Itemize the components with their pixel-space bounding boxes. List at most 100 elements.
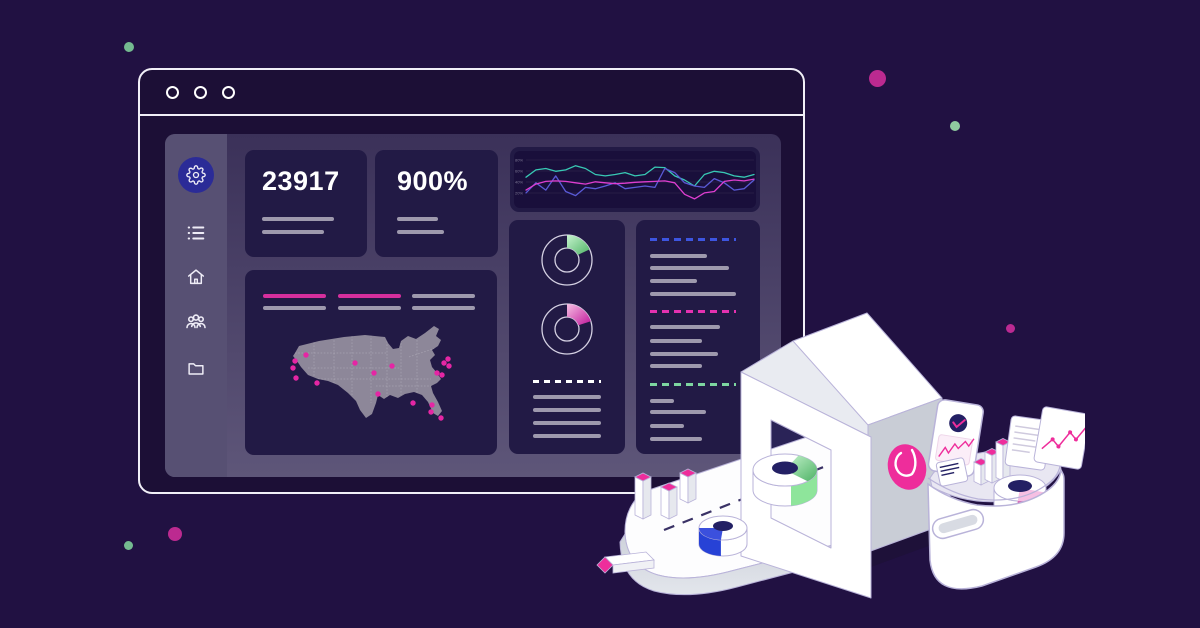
map-location-dot	[293, 375, 299, 381]
us-map	[290, 326, 452, 421]
map-tab[interactable]	[263, 294, 326, 310]
phone-card	[927, 399, 984, 477]
map-location-dot	[434, 370, 440, 376]
stat-card: 900%	[375, 150, 498, 257]
dashed-divider-pink	[650, 310, 736, 313]
donut-chart-top	[541, 234, 593, 286]
sidebar-item-settings[interactable]	[165, 157, 227, 193]
folder-icon	[188, 363, 204, 375]
placeholder-line	[650, 325, 720, 329]
belt-items	[596, 453, 818, 574]
placeholder-line	[650, 424, 684, 428]
list-card	[636, 220, 760, 454]
placeholder-line	[262, 217, 334, 221]
window-control-icon[interactable]	[194, 85, 207, 99]
placeholder-line	[650, 399, 674, 403]
placeholder-line	[650, 254, 707, 258]
svg-text:20%: 20%	[515, 190, 523, 195]
sidebar-item-projects[interactable]	[165, 350, 227, 386]
list-icon	[187, 226, 205, 240]
brand-logo-icon	[887, 444, 927, 490]
trend-chart-card	[1033, 406, 1085, 470]
browser-window: 23917 900% 80% 60% 40% 20%	[138, 68, 805, 494]
decor-dot-green	[950, 121, 960, 131]
placeholder-line	[650, 266, 729, 270]
placeholder-line	[533, 421, 601, 425]
tub-handle	[931, 508, 985, 540]
map-location-dot	[428, 409, 434, 415]
document-card	[935, 457, 969, 487]
placeholder-line	[533, 434, 601, 438]
window-control-icon[interactable]	[166, 85, 179, 99]
dashboard-panel: 23917 900% 80% 60% 40% 20%	[165, 134, 781, 477]
bar-columns-3d	[634, 468, 697, 520]
state-border-lines	[295, 335, 440, 403]
donut-charts	[541, 234, 593, 355]
stat-card: 23917	[245, 150, 367, 257]
browser-titlebar	[140, 70, 803, 116]
map-location-dots	[290, 352, 452, 421]
sidebar	[165, 134, 227, 477]
decor-dot-pink	[1006, 324, 1015, 333]
placeholder-line	[650, 279, 697, 283]
tab-label-line	[412, 294, 475, 298]
teal-series	[525, 165, 755, 187]
placeholder-line	[650, 292, 736, 296]
violet-series	[525, 167, 755, 197]
placeholder-line	[397, 217, 438, 221]
placeholder-line	[533, 395, 601, 399]
isometric-illustration	[596, 312, 1085, 599]
map-location-dot	[371, 370, 377, 376]
svg-text:80%: 80%	[515, 157, 523, 162]
map-tab[interactable]	[412, 294, 475, 310]
us-map-silhouette	[293, 326, 442, 418]
decor-dot-pink	[168, 527, 182, 541]
tab-subline	[412, 306, 475, 310]
line-chart-card: 80% 60% 40% 20%	[510, 147, 760, 212]
tub-front-wall	[927, 467, 1065, 590]
gear-icon	[186, 165, 206, 185]
dashed-divider	[533, 380, 601, 383]
map-location-dot	[314, 380, 320, 386]
chart-container-tub	[927, 399, 1085, 590]
dashed-divider-green	[650, 383, 736, 386]
tab-subline	[338, 306, 401, 310]
placeholder-line	[650, 339, 702, 343]
users-icon	[186, 314, 206, 329]
tab-subline	[263, 306, 326, 310]
map-location-dot	[290, 365, 296, 371]
donut-chart-bottom	[541, 303, 593, 355]
decor-dot-green	[124, 541, 133, 550]
decor-dot-green	[124, 42, 134, 52]
placeholder-line	[650, 410, 706, 414]
tub-rim-line	[927, 465, 1061, 501]
sidebar-item-list[interactable]	[165, 215, 227, 251]
map-location-dot	[446, 363, 452, 369]
map-location-dot	[303, 352, 309, 358]
decor-dot-pink	[869, 70, 886, 87]
map-location-dot	[429, 402, 435, 408]
map-location-dot	[445, 356, 451, 362]
placeholder-line	[262, 230, 324, 234]
placeholder-line	[650, 437, 702, 441]
placeholder-line	[650, 352, 718, 356]
stat-value: 23917	[262, 166, 340, 196]
donut-card	[509, 220, 625, 454]
map-card	[245, 270, 497, 455]
map-location-dot	[410, 400, 416, 406]
map-location-dot	[375, 391, 381, 397]
map-location-dot	[352, 360, 358, 366]
svg-text:60%: 60%	[515, 168, 523, 173]
sidebar-item-home[interactable]	[165, 259, 227, 295]
tab-label-line	[263, 294, 326, 298]
map-location-dot	[389, 363, 395, 369]
placeholder-line	[650, 364, 702, 368]
stat-value: 900%	[397, 166, 469, 196]
map-location-dot	[292, 358, 298, 364]
sidebar-item-users[interactable]	[165, 304, 227, 340]
home-icon	[187, 269, 205, 285]
window-control-icon[interactable]	[222, 85, 235, 99]
donut-3d-blue	[698, 515, 748, 557]
map-tab[interactable]	[338, 294, 401, 310]
